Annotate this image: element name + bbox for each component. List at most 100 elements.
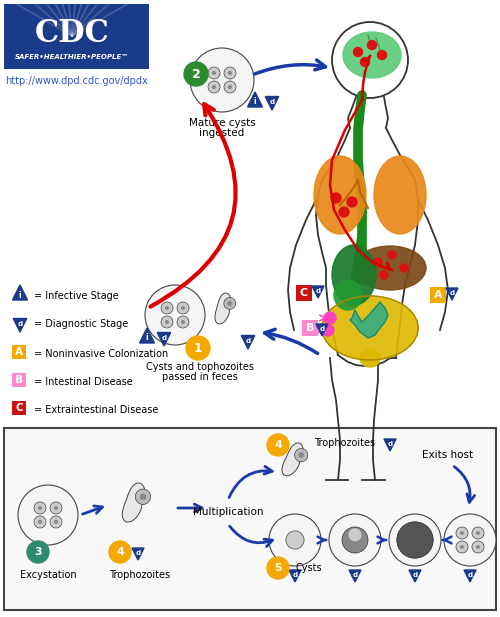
Polygon shape [384,439,396,451]
Polygon shape [241,336,255,349]
FancyArrowPatch shape [454,466,474,502]
Circle shape [476,545,480,549]
Circle shape [212,71,216,75]
Circle shape [228,85,232,89]
Text: C: C [300,288,308,298]
Circle shape [27,541,49,563]
Circle shape [50,502,62,514]
Ellipse shape [374,156,426,234]
Circle shape [444,514,496,566]
Text: d: d [136,550,140,556]
Polygon shape [13,318,27,332]
Text: C: C [15,403,23,413]
FancyBboxPatch shape [12,345,26,359]
FancyBboxPatch shape [12,373,26,387]
Text: http://www.dpd.cdc.gov/dpdx: http://www.dpd.cdc.gov/dpdx [5,76,148,86]
Polygon shape [289,570,301,582]
Circle shape [400,264,408,272]
Circle shape [331,193,341,203]
Text: d: d [316,288,320,294]
Circle shape [145,285,205,345]
Circle shape [460,545,464,549]
Circle shape [380,271,388,279]
Text: = Diagnostic Stage: = Diagnostic Stage [34,319,128,329]
Ellipse shape [354,246,426,290]
Circle shape [181,306,185,310]
Text: d: d [162,335,166,341]
Circle shape [177,302,189,314]
Ellipse shape [360,349,380,367]
Text: Cysts and tophozoites: Cysts and tophozoites [146,362,254,372]
Polygon shape [350,302,388,338]
Polygon shape [248,92,262,107]
Polygon shape [349,570,361,582]
FancyArrowPatch shape [150,104,236,307]
Circle shape [472,527,484,539]
Circle shape [348,528,362,541]
Text: d: d [320,326,324,332]
Text: = Extraintestinal Disease: = Extraintestinal Disease [34,405,158,415]
Ellipse shape [332,245,376,305]
Circle shape [286,531,304,549]
Circle shape [456,527,468,539]
FancyArrowPatch shape [254,60,326,74]
Circle shape [224,297,235,309]
Circle shape [388,251,396,259]
Polygon shape [140,328,154,343]
Circle shape [389,514,441,566]
Circle shape [397,522,433,558]
Circle shape [165,306,169,310]
Circle shape [212,85,216,89]
Polygon shape [409,570,421,582]
Circle shape [269,514,321,566]
Circle shape [34,516,46,528]
Circle shape [38,506,42,510]
Circle shape [208,67,220,79]
Circle shape [472,541,484,553]
Ellipse shape [343,32,401,78]
Circle shape [324,312,336,324]
Text: Trophozoites: Trophozoites [314,438,375,448]
Polygon shape [265,96,279,110]
Circle shape [50,516,62,528]
Circle shape [38,520,42,524]
Polygon shape [322,296,418,360]
Text: B: B [15,375,23,385]
Circle shape [460,531,464,535]
Circle shape [136,489,150,505]
Circle shape [329,514,381,566]
Circle shape [186,336,210,360]
Ellipse shape [334,280,362,310]
FancyArrowPatch shape [318,537,326,544]
Text: d: d [388,441,392,447]
Circle shape [161,302,173,314]
Text: CDC: CDC [34,19,110,49]
Text: i: i [18,291,22,299]
Text: 5: 5 [274,563,282,573]
Circle shape [267,557,289,579]
Text: 2: 2 [192,67,200,80]
FancyBboxPatch shape [302,320,318,336]
Circle shape [322,324,334,336]
Text: Trophozoites: Trophozoites [110,570,170,580]
FancyArrowPatch shape [229,466,272,497]
FancyArrowPatch shape [230,526,272,547]
Polygon shape [464,570,476,582]
FancyBboxPatch shape [430,287,446,303]
Text: d: d [352,572,358,578]
FancyBboxPatch shape [296,285,312,301]
Text: d: d [292,572,298,578]
FancyBboxPatch shape [12,401,26,415]
Text: A: A [434,290,442,300]
Text: = Intestinal Disease: = Intestinal Disease [34,377,133,387]
FancyArrowPatch shape [178,504,202,512]
Text: d: d [450,290,454,296]
Polygon shape [446,288,458,300]
Circle shape [181,320,185,324]
FancyArrowPatch shape [443,537,452,544]
FancyBboxPatch shape [4,4,149,69]
Polygon shape [316,324,328,336]
Circle shape [224,81,236,93]
Text: Mature cysts: Mature cysts [188,118,256,128]
FancyArrowPatch shape [82,506,102,514]
